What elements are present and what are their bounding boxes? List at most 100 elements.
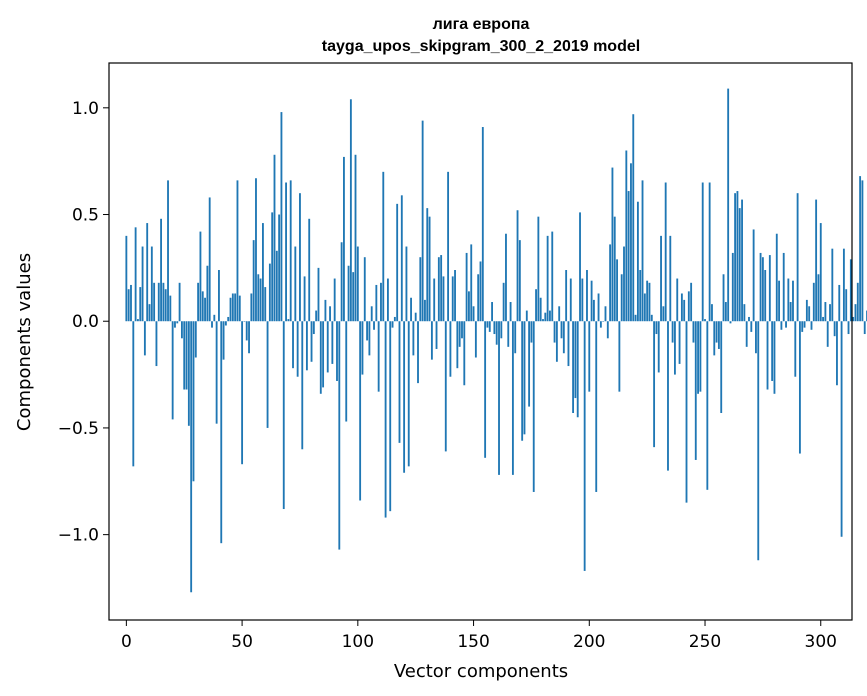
bar — [586, 270, 588, 322]
bar — [778, 280, 781, 322]
bar — [224, 321, 227, 326]
bar — [579, 212, 581, 322]
bar — [204, 297, 206, 322]
bar — [303, 276, 306, 322]
bar — [461, 321, 463, 339]
bar — [558, 306, 561, 322]
bar — [426, 208, 429, 322]
bar — [567, 321, 570, 367]
bar — [861, 180, 864, 322]
bar — [618, 321, 621, 392]
bar — [174, 321, 176, 328]
bar — [676, 278, 679, 322]
bar — [856, 282, 859, 322]
bar — [664, 182, 667, 322]
plot-frame — [108, 62, 853, 621]
bar — [220, 321, 223, 544]
y-axis-label: Components values — [14, 253, 35, 431]
bar — [245, 321, 248, 341]
bar — [734, 193, 737, 322]
bar — [836, 321, 838, 386]
bar — [259, 278, 262, 322]
bar — [569, 278, 572, 322]
bar — [660, 235, 662, 322]
bar — [785, 321, 787, 328]
bar — [347, 265, 350, 322]
x-tick-label: 0 — [121, 632, 132, 652]
bar — [437, 257, 440, 322]
bar — [481, 127, 484, 322]
bar — [498, 321, 500, 475]
bar — [407, 321, 410, 467]
bar — [421, 120, 424, 322]
bar — [162, 282, 165, 322]
bar — [287, 319, 290, 322]
bar — [312, 321, 315, 335]
bar — [349, 99, 352, 322]
bar — [731, 252, 734, 322]
bar — [271, 212, 274, 322]
bar — [667, 321, 669, 471]
bar — [222, 321, 225, 360]
bar — [708, 182, 711, 322]
bar — [187, 321, 190, 426]
bar — [250, 293, 253, 322]
bar — [167, 180, 169, 322]
bar — [722, 274, 725, 322]
bar — [831, 248, 834, 322]
bar — [451, 276, 454, 322]
y-tick-label: 1.0 — [72, 99, 99, 119]
bar — [678, 321, 681, 364]
bar — [465, 252, 468, 322]
bar — [268, 263, 271, 322]
bar — [447, 171, 450, 322]
bar — [472, 306, 475, 322]
x-tick-label: 250 — [689, 632, 721, 652]
bar — [280, 112, 283, 322]
bar — [282, 321, 285, 510]
bar — [442, 276, 445, 322]
bar — [398, 321, 401, 443]
bar — [562, 321, 565, 354]
bar — [824, 302, 827, 322]
bar — [463, 321, 466, 386]
bar — [822, 316, 824, 322]
bar — [546, 235, 549, 322]
bar — [194, 321, 197, 358]
bar — [528, 321, 531, 407]
bar — [852, 316, 855, 322]
bar — [736, 191, 739, 322]
y-tick-label: −0.5 — [58, 419, 99, 439]
bar — [211, 321, 213, 328]
bar — [694, 321, 697, 460]
bar — [373, 321, 375, 330]
bar — [748, 316, 750, 322]
bar — [727, 88, 730, 322]
bar — [454, 270, 456, 322]
bar — [137, 319, 139, 322]
bar — [808, 306, 811, 322]
bar — [393, 316, 396, 322]
bar — [743, 304, 746, 322]
y-tick-label: 0.5 — [72, 206, 99, 226]
bar — [583, 321, 586, 571]
bar — [842, 248, 845, 322]
bar — [356, 246, 359, 322]
bar — [560, 321, 563, 339]
bar — [169, 295, 172, 322]
bar — [275, 250, 278, 322]
bar — [305, 321, 308, 371]
bar — [729, 321, 732, 324]
bar — [370, 306, 373, 322]
bar — [400, 195, 403, 322]
bar — [741, 199, 743, 322]
bar — [354, 154, 357, 322]
bar — [516, 210, 519, 322]
bar — [227, 316, 230, 322]
bar — [336, 321, 338, 381]
bar — [590, 280, 593, 322]
bar — [523, 321, 526, 435]
bar — [139, 287, 142, 322]
bar — [542, 319, 544, 322]
